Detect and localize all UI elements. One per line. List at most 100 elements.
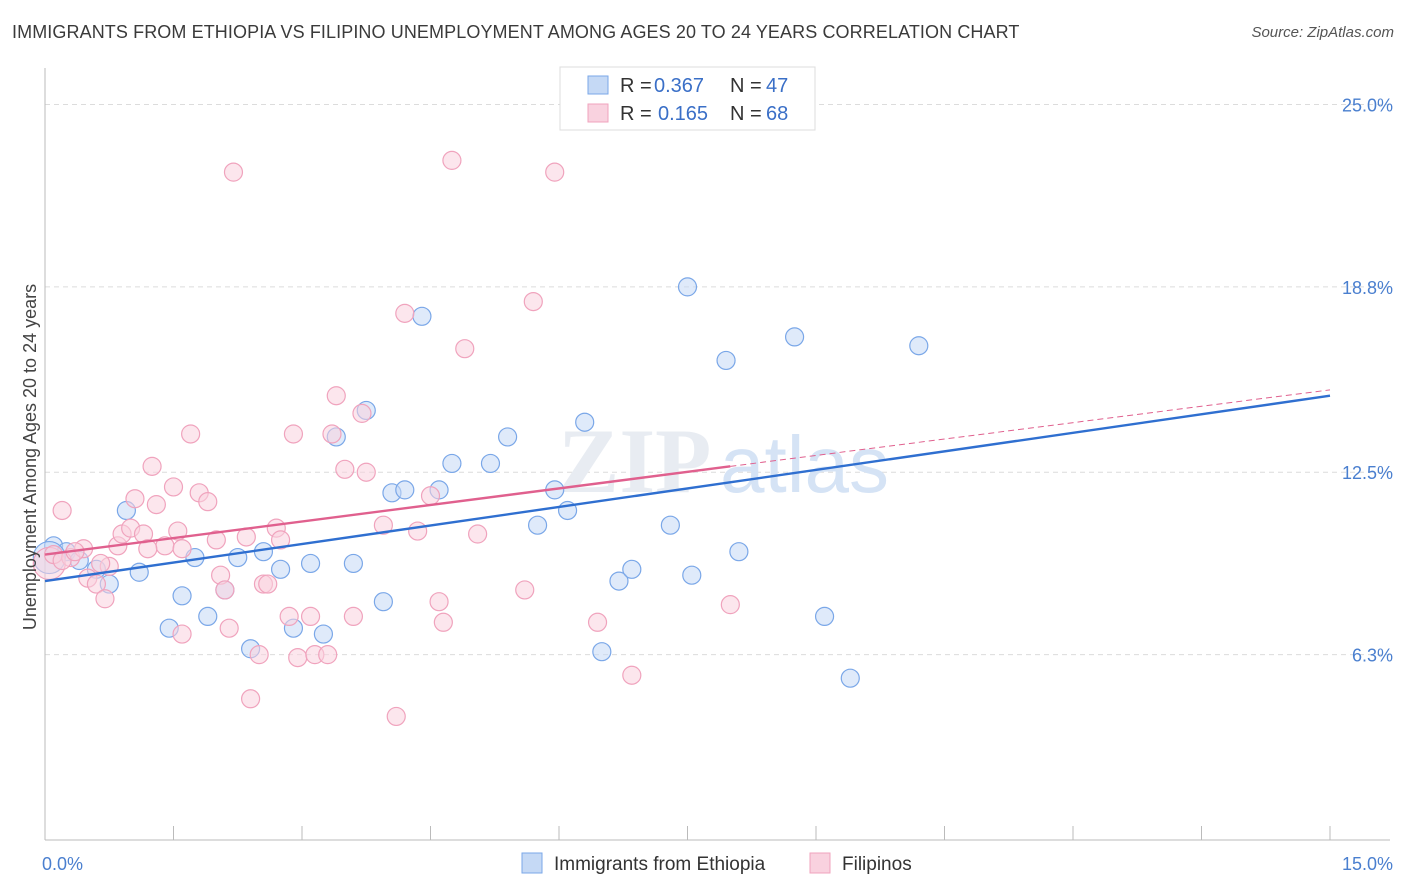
ethiopia-point	[784, 327, 805, 347]
legend-swatch-filipinos	[587, 103, 609, 123]
filipinos-point	[468, 524, 488, 544]
filipinos-point	[335, 459, 355, 479]
bottom-legend-swatch-filipinos	[809, 852, 831, 874]
filipinos-trend-extension	[730, 389, 1331, 467]
filipinos-point	[318, 645, 338, 665]
filipinos-point	[249, 645, 269, 665]
source-label: Source: ZipAtlas.com	[1251, 24, 1394, 41]
legend-swatch-ethiopia	[587, 75, 609, 95]
axes	[44, 68, 1390, 841]
gridlines	[45, 103, 1390, 656]
chart-title: IMMIGRANTS FROM ETHIOPIA VS FILIPINO UNE…	[12, 22, 1020, 42]
filipinos-point	[326, 386, 346, 406]
ethiopia-point	[480, 453, 501, 474]
filipinos-point	[283, 424, 304, 444]
ethiopia-point	[172, 586, 192, 606]
legend-r-label-2: R =	[620, 103, 652, 125]
filipinos-point	[373, 515, 393, 535]
y-tick-label-3: 25.0%	[1342, 95, 1393, 115]
data-points	[32, 150, 929, 727]
filipinos-point	[215, 580, 235, 600]
y-tick-label-0: 6.3%	[1352, 646, 1393, 666]
ethiopia-point	[909, 336, 929, 356]
filipinos-point	[622, 665, 642, 685]
filipinos-point	[420, 486, 441, 506]
filipinos-point	[343, 606, 363, 627]
y-tick-label-1: 12.5%	[1342, 463, 1393, 483]
legend-n-value-1: 47	[766, 75, 788, 97]
filipinos-point	[356, 462, 376, 482]
filipinos-point	[223, 162, 244, 182]
filipinos-point	[52, 500, 72, 521]
legend-r-value-2: 0.165	[658, 103, 708, 125]
filipinos-point	[433, 612, 453, 632]
filipinos-point	[146, 495, 166, 515]
trend-lines	[44, 389, 1331, 583]
filipinos-point	[288, 647, 308, 668]
legend-r-value-1: 0.367	[654, 75, 704, 97]
filipinos-point	[523, 291, 543, 312]
filipinos-point	[300, 606, 321, 627]
ethiopia-point	[313, 624, 334, 644]
filipinos-point	[138, 539, 158, 559]
ethiopia-point	[592, 642, 612, 662]
bottom-legend-swatch-ethiopia	[521, 852, 543, 874]
ethiopia-point	[527, 515, 548, 535]
filipinos-point	[408, 521, 428, 541]
ethiopia-point	[814, 606, 835, 627]
legend-n-label-1: N =	[730, 75, 762, 97]
ethiopia-point	[498, 427, 518, 447]
ethiopia-point	[609, 571, 629, 591]
filipinos-point	[429, 592, 449, 612]
filipinos-point	[172, 539, 192, 559]
watermark: ZIP atlas	[558, 410, 889, 512]
filipinos-point	[270, 530, 291, 550]
filipinos-point	[442, 150, 462, 170]
ethiopia-point	[682, 565, 702, 585]
ethiopia-point	[716, 350, 736, 371]
ethiopia-point	[677, 277, 698, 297]
filipinos-point	[206, 530, 226, 550]
filipinos-point	[86, 574, 107, 594]
ethiopia-point	[270, 559, 291, 579]
filipinos-point	[587, 612, 608, 632]
ethiopia-point	[300, 553, 321, 574]
filipinos-point	[181, 424, 201, 444]
bottom-legend-label-ethiopia: Immigrants from Ethiopia	[554, 854, 766, 875]
ethiopia-point	[729, 542, 749, 562]
filipinos-point	[395, 303, 415, 323]
filipinos-point	[455, 339, 475, 359]
x-tick-label-0: 0.0%	[42, 854, 83, 874]
ethiopia-point	[575, 412, 595, 432]
filipinos-point	[386, 706, 406, 727]
y-tick-label-2: 18.8%	[1342, 278, 1393, 298]
ethiopia-point	[343, 553, 363, 574]
bottom-legend-label-filipinos: Filipinos	[842, 854, 912, 875]
x-tick-label-1: 15.0%	[1342, 854, 1393, 874]
tick-labels: 6.3% 12.5% 18.8% 25.0% 0.0% 15.0%	[42, 95, 1393, 874]
filipinos-point	[172, 624, 192, 644]
ethiopia-point	[198, 606, 218, 627]
filipinos-point	[279, 606, 299, 627]
filipinos-point	[163, 477, 184, 497]
y-axis-title: Unemployment Among Ages 20 to 24 years	[20, 284, 40, 630]
filipinos-point	[515, 580, 535, 600]
filipinos-point	[142, 456, 162, 476]
ethiopia-point	[840, 668, 860, 688]
filipinos-point	[125, 489, 145, 509]
ethiopia-point	[622, 559, 642, 579]
ethiopia-point	[395, 480, 415, 500]
bottom-legend: Immigrants from Ethiopia Filipinos	[521, 852, 912, 875]
ethiopia-trend-line	[44, 394, 1331, 583]
ethiopia-point	[442, 453, 462, 474]
ethiopia-point	[660, 515, 680, 535]
filipinos-point	[91, 553, 111, 574]
filipinos-point	[219, 618, 239, 638]
filipinos-point	[720, 595, 740, 615]
legend-n-value-2: 68	[766, 103, 788, 125]
filipinos-point	[322, 424, 342, 444]
filipinos-trend-line	[44, 465, 731, 556]
filipinos-point	[168, 521, 188, 541]
filipinos-point	[198, 492, 218, 512]
